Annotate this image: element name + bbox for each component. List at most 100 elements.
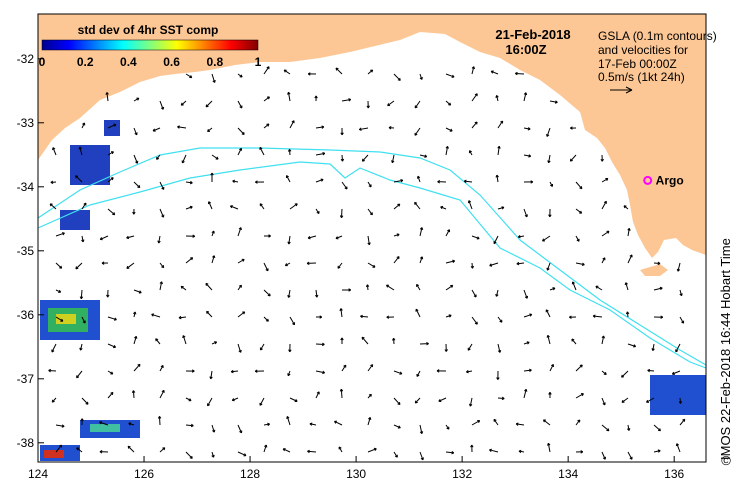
velocity-arrow xyxy=(653,287,663,291)
velocity-arrow xyxy=(288,289,291,298)
velocity-arrow-head xyxy=(207,201,212,205)
velocity-arrow-head xyxy=(52,147,56,151)
velocity-arrow-head xyxy=(259,347,263,351)
velocity-arrow-head xyxy=(309,422,313,426)
velocity-arrow xyxy=(575,208,582,214)
velocity-arrow xyxy=(211,424,215,433)
colorbar-tick-label: 0.2 xyxy=(77,55,94,69)
velocity-arrow-head xyxy=(319,315,323,319)
velocity-arrow xyxy=(81,235,84,242)
velocity-arrow-head xyxy=(681,320,685,324)
velocity-arrow-head xyxy=(110,177,114,181)
velocity-arrow xyxy=(80,289,83,299)
velocity-arrow xyxy=(341,154,344,162)
velocity-arrow xyxy=(51,343,57,353)
velocity-arrow xyxy=(159,281,163,291)
velocity-arrow-head xyxy=(621,374,625,378)
velocity-arrow-head xyxy=(368,417,372,420)
velocity-arrows xyxy=(48,66,686,461)
velocity-arrow-head xyxy=(264,444,268,448)
velocity-arrow xyxy=(263,262,269,272)
velocity-arrow-head xyxy=(524,388,528,392)
velocity-arrow xyxy=(679,418,686,426)
velocity-arrow-head xyxy=(624,282,628,286)
gsla-contours xyxy=(37,147,707,369)
velocity-arrow xyxy=(259,147,265,156)
velocity-arrow-head xyxy=(473,294,477,298)
velocity-arrow-head xyxy=(470,444,474,448)
velocity-arrow-head xyxy=(60,318,64,322)
velocity-arrow-head xyxy=(399,371,403,375)
velocity-arrow xyxy=(185,206,193,210)
velocity-arrow xyxy=(283,69,291,75)
velocity-arrow xyxy=(438,397,447,402)
velocity-arrow xyxy=(133,289,142,294)
velocity-arrow xyxy=(158,235,161,244)
velocity-arrow-head xyxy=(243,453,247,457)
velocity-arrow-head xyxy=(136,97,140,101)
velocity-arrow-head xyxy=(602,257,606,261)
velocity-arrow-head xyxy=(59,444,63,448)
velocity-arrow-head xyxy=(161,389,165,393)
velocity-arrow xyxy=(133,127,138,136)
velocity-arrow xyxy=(185,181,193,184)
velocity-arrow-head xyxy=(600,158,604,162)
velocity-arrow xyxy=(601,451,606,460)
velocity-arrow-head xyxy=(267,422,270,427)
velocity-arrow-head xyxy=(110,371,114,375)
velocity-arrow xyxy=(575,419,581,426)
velocity-arrow-head xyxy=(206,310,210,314)
velocity-arrow xyxy=(471,420,480,426)
velocity-arrow xyxy=(445,146,449,156)
velocity-arrow-head xyxy=(157,416,162,419)
velocity-arrow xyxy=(595,285,603,291)
velocity-arrow-head xyxy=(340,337,344,341)
y-tick-label: -38 xyxy=(17,436,35,450)
velocity-arrow xyxy=(315,289,318,298)
velocity-arrow-head xyxy=(448,102,452,106)
velocity-arrow xyxy=(263,316,269,322)
velocity-arrow-head xyxy=(552,287,556,291)
velocity-arrow xyxy=(55,444,62,453)
velocity-arrow-head xyxy=(495,174,499,178)
y-tick-label: -37 xyxy=(17,372,35,386)
velocity-arrow xyxy=(335,235,343,239)
legend-line-4: 0.5m/s (1kt 24h) xyxy=(598,70,685,84)
velocity-arrow xyxy=(159,100,164,110)
velocity-arrow-head xyxy=(550,183,554,187)
velocity-arrow xyxy=(335,67,343,75)
velocity-arrow xyxy=(286,175,291,183)
argo-label: Argo xyxy=(656,173,684,187)
velocity-arrow-head xyxy=(156,156,160,160)
velocity-arrow-head xyxy=(601,335,605,339)
velocity-arrow xyxy=(523,289,528,299)
velocity-arrow xyxy=(471,66,475,75)
velocity-arrow-head xyxy=(239,74,243,78)
velocity-arrow xyxy=(393,397,401,405)
velocity-arrow-head xyxy=(265,268,269,272)
velocity-arrow-head xyxy=(489,448,492,452)
velocity-arrow-head xyxy=(370,364,374,368)
velocity-arrow xyxy=(159,447,166,453)
velocity-arrow xyxy=(621,370,629,378)
velocity-arrow xyxy=(601,424,610,432)
velocity-arrow-head xyxy=(137,185,141,189)
velocity-arrow xyxy=(207,397,213,407)
velocity-arrow xyxy=(107,123,117,129)
velocity-arrow-head xyxy=(339,308,343,311)
velocity-arrow-head xyxy=(159,281,163,285)
velocity-arrow-head xyxy=(546,267,550,271)
velocity-arrow xyxy=(677,262,681,272)
velocity-arrow-head xyxy=(416,175,421,179)
velocity-arrow-head xyxy=(542,419,546,423)
velocity-arrow-head xyxy=(180,102,184,106)
velocity-arrow-head xyxy=(82,320,86,324)
velocity-arrow-head xyxy=(373,447,377,451)
velocity-arrow xyxy=(497,397,505,400)
velocity-arrow xyxy=(361,336,369,345)
velocity-arrow xyxy=(185,424,194,427)
velocity-arrow xyxy=(367,364,374,372)
velocity-arrow-head xyxy=(657,261,661,266)
velocity-arrow-head xyxy=(554,100,558,104)
velocity-arrow xyxy=(55,316,64,322)
